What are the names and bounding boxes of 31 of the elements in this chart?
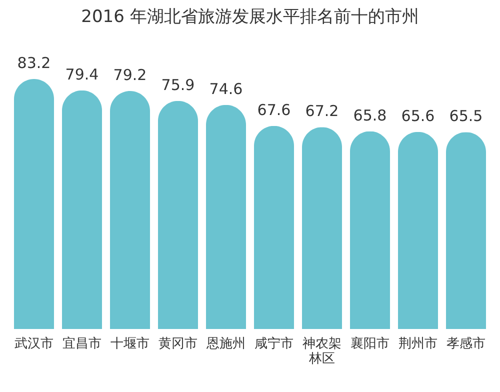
x-tick-label: 宜昌市 bbox=[62, 336, 102, 352]
chart-title: 2016 年湖北省旅游发展水平排名前十的市州 bbox=[81, 7, 419, 27]
bar bbox=[62, 90, 102, 329]
bar bbox=[302, 127, 342, 329]
x-tick-label: 恩施州 bbox=[206, 336, 246, 352]
bar bbox=[14, 79, 54, 329]
x-tick-label: 咸宁市 bbox=[254, 336, 294, 352]
data-label: 79.2 bbox=[113, 66, 147, 84]
bar bbox=[398, 132, 438, 329]
data-label: 65.8 bbox=[353, 106, 387, 124]
data-label: 74.6 bbox=[209, 80, 243, 98]
data-label: 83.2 bbox=[17, 54, 51, 72]
x-tick-label: 十堰市 bbox=[110, 336, 150, 352]
x-tick-label: 武汉市 bbox=[14, 336, 54, 352]
bar bbox=[110, 91, 150, 329]
data-label: 67.6 bbox=[257, 100, 291, 119]
x-tick-label: 荆州市 bbox=[398, 336, 438, 352]
x-tick-label: 神农架林区 bbox=[302, 336, 342, 366]
bar bbox=[206, 104, 246, 329]
data-label: 75.9 bbox=[161, 76, 195, 94]
data-label: 65.5 bbox=[449, 107, 483, 126]
bar bbox=[254, 126, 294, 329]
x-tick-label: 襄阳市 bbox=[350, 336, 390, 352]
data-label: 79.4 bbox=[65, 65, 99, 84]
data-label: 65.6 bbox=[401, 106, 435, 125]
bar bbox=[446, 132, 486, 329]
x-tick-label: 孝感市 bbox=[446, 336, 486, 352]
bar bbox=[350, 131, 390, 329]
bar bbox=[158, 100, 198, 329]
x-tick-label: 黄冈市 bbox=[158, 336, 198, 352]
data-label: 67.2 bbox=[305, 102, 339, 120]
